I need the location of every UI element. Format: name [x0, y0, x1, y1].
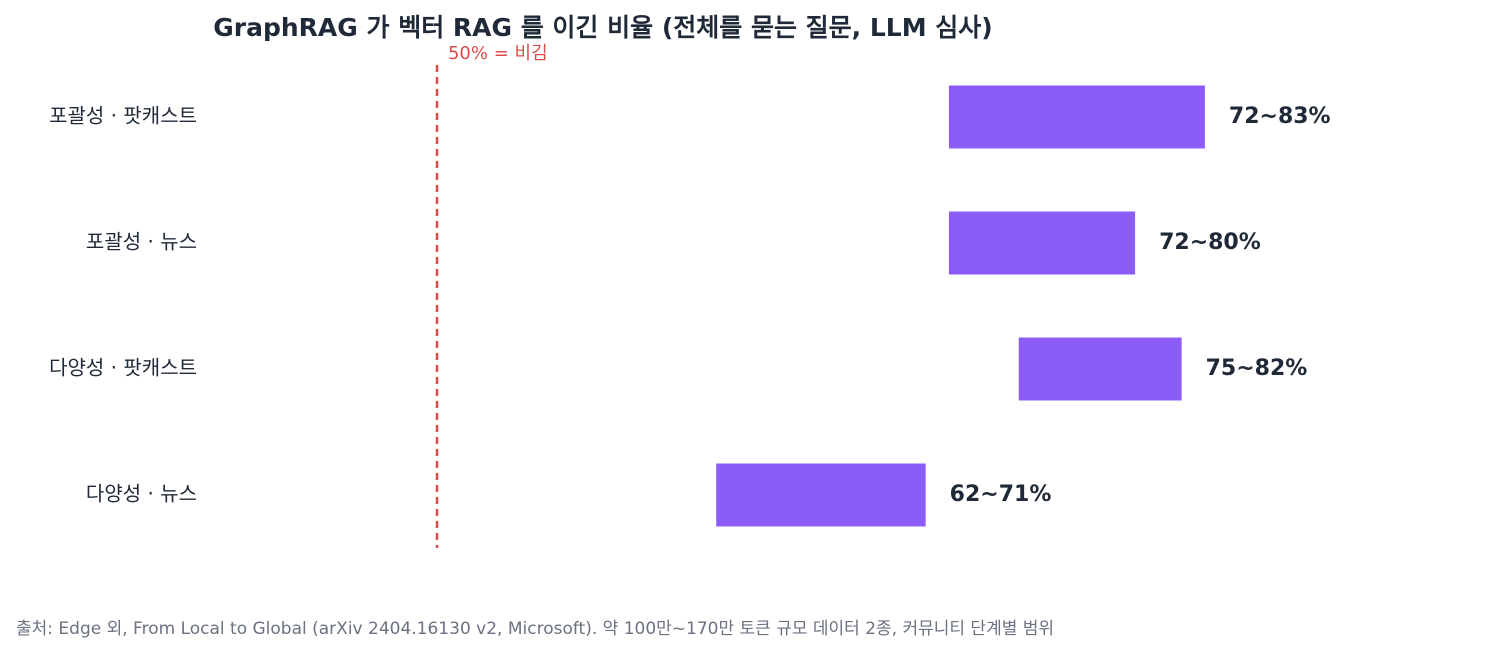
value-label: 72~80%: [1159, 230, 1261, 255]
y-tick-label: 포괄성 · 뉴스: [86, 230, 197, 254]
value-label: 75~82%: [1206, 356, 1308, 381]
bar: [948, 85, 1205, 149]
chart-title: GraphRAG 가 벡터 RAG 를 이긴 비율 (전체를 묻는 질문, LL…: [213, 13, 992, 42]
value-label: 72~83%: [1229, 104, 1331, 129]
y-tick-label: 다양성 · 팟캐스트: [49, 356, 197, 380]
y-tick-label: 포괄성 · 팟캐스트: [49, 104, 197, 128]
bar: [1018, 337, 1182, 401]
y-tick-label: 다양성 · 뉴스: [86, 482, 197, 506]
bar: [948, 211, 1136, 275]
source-note: 출처: Edge 외, From Local to Global (arXiv …: [16, 619, 1054, 639]
value-label: 62~71%: [950, 482, 1052, 507]
reference-label: 50% = 비김: [448, 43, 548, 64]
bar: [716, 463, 926, 527]
